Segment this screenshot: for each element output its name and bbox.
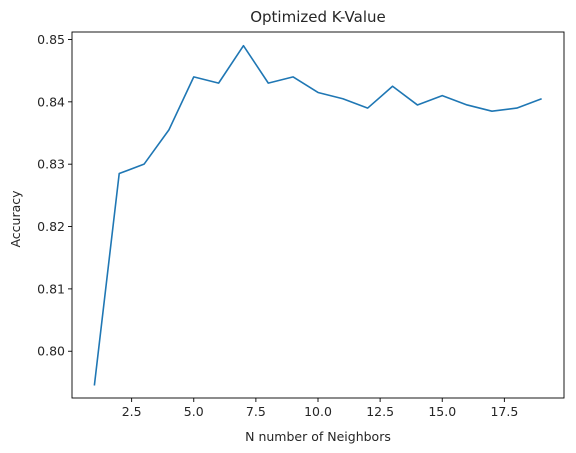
y-tick-label: 0.85 [37,32,65,47]
y-tick-label: 0.82 [37,219,65,234]
x-tick-label: 7.5 [246,404,266,419]
y-tick-label: 0.84 [37,94,65,109]
y-tick-label: 0.83 [37,157,65,172]
x-tick-label: 2.5 [122,404,142,419]
x-tick-label: 5.0 [184,404,204,419]
x-tick-label: 10.0 [304,404,332,419]
x-tick-label: 17.5 [490,404,518,419]
accuracy-line [93,44,542,386]
plot-frame [71,31,565,399]
x-axis-label: N number of Neighbors [245,429,391,444]
x-tick-label: 12.5 [366,404,394,419]
x-tick-label: 15.0 [428,404,456,419]
y-tick-label: 0.80 [37,344,65,359]
y-axis-label: Accuracy [8,190,23,248]
plot-area: 2.5 5.0 7.5 10.0 12.5 15.0 17.5 0.80 0.81 0.82 0.8… [37,31,565,419]
chart-title: Optimized K-Value [250,8,386,26]
y-tick-label: 0.81 [37,281,65,296]
